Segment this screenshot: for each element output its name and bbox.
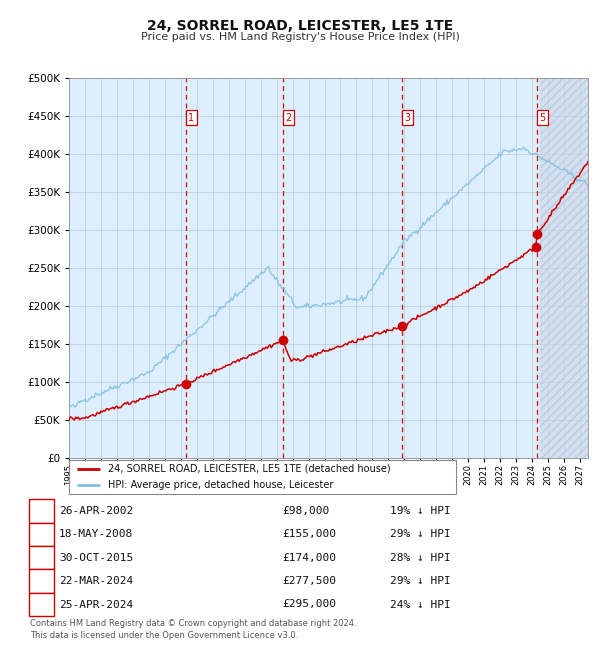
Text: £174,000: £174,000	[282, 552, 336, 563]
Text: 24% ↓ HPI: 24% ↓ HPI	[390, 599, 451, 610]
Text: 5: 5	[38, 599, 45, 610]
Text: £295,000: £295,000	[282, 599, 336, 610]
Text: 4: 4	[38, 576, 45, 586]
Text: £277,500: £277,500	[282, 576, 336, 586]
Text: 1: 1	[188, 112, 194, 123]
Text: 2: 2	[38, 529, 45, 539]
Text: 3: 3	[404, 112, 410, 123]
Text: 30-OCT-2015: 30-OCT-2015	[59, 552, 133, 563]
Text: 26-APR-2002: 26-APR-2002	[59, 506, 133, 516]
Text: 24, SORREL ROAD, LEICESTER, LE5 1TE: 24, SORREL ROAD, LEICESTER, LE5 1TE	[147, 20, 453, 34]
Text: 24, SORREL ROAD, LEICESTER, LE5 1TE (detached house): 24, SORREL ROAD, LEICESTER, LE5 1TE (det…	[108, 464, 391, 474]
Bar	[540, 78, 588, 458]
Text: 28% ↓ HPI: 28% ↓ HPI	[390, 552, 451, 563]
Text: 5: 5	[539, 112, 546, 123]
Text: 29% ↓ HPI: 29% ↓ HPI	[390, 576, 451, 586]
FancyBboxPatch shape	[69, 460, 456, 494]
Text: 22-MAR-2024: 22-MAR-2024	[59, 576, 133, 586]
Text: Contains HM Land Registry data © Crown copyright and database right 2024.: Contains HM Land Registry data © Crown c…	[30, 619, 356, 629]
Text: 25-APR-2024: 25-APR-2024	[59, 599, 133, 610]
Text: 3: 3	[38, 552, 45, 563]
Text: Price paid vs. HM Land Registry's House Price Index (HPI): Price paid vs. HM Land Registry's House …	[140, 32, 460, 42]
Text: 19% ↓ HPI: 19% ↓ HPI	[390, 506, 451, 516]
Text: 18-MAY-2008: 18-MAY-2008	[59, 529, 133, 539]
Text: This data is licensed under the Open Government Licence v3.0.: This data is licensed under the Open Gov…	[30, 631, 298, 640]
Text: £155,000: £155,000	[282, 529, 336, 539]
Text: 2: 2	[285, 112, 292, 123]
Text: 1: 1	[38, 506, 45, 516]
Text: 29% ↓ HPI: 29% ↓ HPI	[390, 529, 451, 539]
Text: HPI: Average price, detached house, Leicester: HPI: Average price, detached house, Leic…	[108, 480, 333, 490]
Text: £98,000: £98,000	[282, 506, 329, 516]
